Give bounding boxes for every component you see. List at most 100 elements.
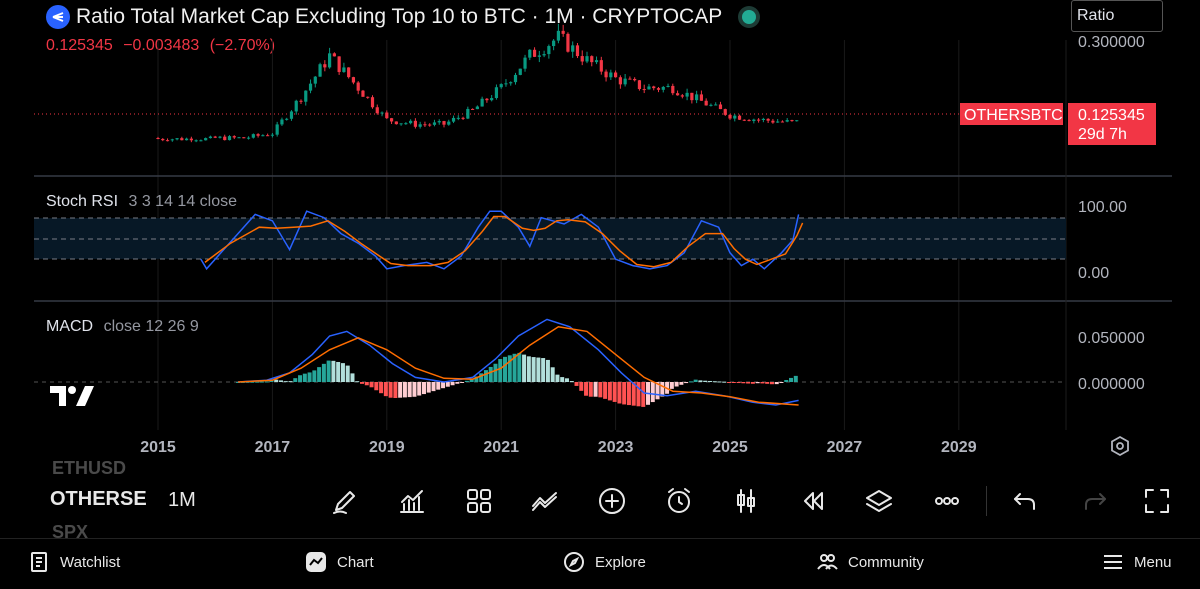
compare-icon[interactable] (528, 484, 562, 518)
candle-type-icon[interactable] (729, 484, 763, 518)
candle-body (437, 121, 441, 123)
candle-body (604, 71, 608, 78)
macd-histogram-bar (607, 382, 612, 401)
macd-histogram-bar (312, 370, 317, 382)
symbol-title[interactable]: Ratio Total Market Cap Excluding Top 10 … (76, 5, 723, 28)
alert-clock-icon[interactable] (662, 484, 696, 518)
last-price: 0.125345 (46, 37, 113, 54)
macd-histogram-bar (684, 382, 689, 384)
nav-community-label: Community (848, 553, 924, 571)
macd-histogram-bar (750, 382, 755, 384)
candle-body (471, 108, 475, 110)
macd-histogram-bar (631, 382, 636, 406)
candle-body (213, 136, 217, 138)
macd-histogram-bar (545, 359, 550, 382)
nav-menu[interactable]: Menu (1102, 551, 1172, 573)
more-icon[interactable] (930, 484, 964, 518)
candle-body (742, 119, 746, 121)
symbol-next[interactable]: SPX (52, 522, 89, 542)
time-axis-label: 2017 (255, 439, 291, 456)
candle-body (728, 114, 732, 119)
price-axis-top-label: 0.300000 (1078, 34, 1145, 51)
candle-body (266, 135, 270, 137)
candle-body (614, 72, 618, 78)
time-axis-label: 2015 (140, 439, 176, 456)
candle-body (299, 100, 303, 102)
macd-histogram-bar (717, 381, 722, 383)
candle-body (323, 64, 327, 68)
candle-body (695, 94, 699, 101)
macd-histogram-bar (560, 377, 565, 382)
layout-grid-icon[interactable] (462, 484, 496, 518)
candle-body (675, 93, 680, 96)
candle-body (680, 95, 684, 97)
macd-histogram-bar (722, 381, 727, 383)
macd-histogram-bar (712, 381, 717, 383)
macd-histogram-bar (360, 382, 365, 384)
macd-histogram-bar (774, 382, 779, 385)
macd-histogram-bar (526, 356, 531, 382)
nav-watchlist[interactable]: Watchlist (28, 551, 120, 573)
market-status-icon[interactable] (742, 10, 757, 24)
interval-button[interactable]: 1M (168, 489, 196, 511)
candle-body (504, 83, 508, 85)
candle-body (585, 56, 589, 62)
drawing-tool-icon[interactable] (328, 484, 362, 518)
undo-icon[interactable] (1008, 484, 1042, 518)
change-value: −0.003483 (123, 37, 200, 54)
macd-histogram-bar (383, 382, 388, 397)
macd-histogram-bar (469, 379, 474, 382)
macd-histogram-bar (746, 382, 751, 384)
candle-body (547, 46, 551, 55)
candle-body (270, 134, 274, 136)
nav-community[interactable]: Community (816, 551, 924, 573)
macd-histogram-bar (474, 376, 479, 382)
candle-body (251, 134, 255, 138)
candle-body (256, 134, 260, 136)
candle-body (552, 40, 556, 47)
time-axis-label: 2023 (598, 439, 634, 456)
layers-icon[interactable] (862, 484, 896, 518)
macd-histogram-bar (603, 382, 608, 399)
nav-explore[interactable]: Explore (563, 551, 646, 573)
candle-body (394, 121, 398, 125)
redo-icon[interactable] (1078, 484, 1112, 518)
indicators-icon[interactable] (395, 484, 429, 518)
fullscreen-icon[interactable] (1140, 484, 1174, 518)
candles (156, 23, 799, 143)
macd-histogram-bar (507, 355, 512, 382)
candle-body (223, 136, 227, 141)
chart-canvas[interactable]: 0.300000 OTHERSBTC 0.125345 29d 7h Stoch… (0, 0, 1200, 460)
macd-histogram-bar (641, 382, 646, 407)
ratio-button[interactable]: Ratio (1071, 0, 1163, 32)
candle-body (594, 60, 599, 63)
macd-histogram-bar (431, 382, 436, 392)
candle-body (523, 57, 527, 69)
candle-body (633, 78, 637, 81)
macd-histogram-bar (255, 381, 260, 383)
candle-body (556, 30, 560, 41)
candle-body (580, 56, 584, 62)
macd-histogram-bar (236, 382, 241, 383)
candle-body (475, 106, 479, 110)
macd-histogram-bar (398, 382, 403, 398)
candle-body (618, 77, 622, 85)
macd-histogram-bar (483, 370, 488, 382)
macd-histogram-bar (259, 381, 264, 383)
candle-body (347, 67, 351, 78)
replay-icon[interactable] (796, 484, 830, 518)
time-axis-label: 2021 (483, 439, 519, 456)
candle-body (528, 49, 532, 58)
add-icon[interactable] (595, 484, 629, 518)
macd-histogram-bar (784, 379, 789, 382)
macd-histogram-bar (498, 359, 503, 382)
macd-histogram-bar (445, 382, 450, 387)
symbol-prev[interactable]: ETHUSD (52, 458, 127, 478)
macd-histogram-bar (564, 378, 569, 382)
candle-body (261, 135, 265, 137)
candle-body (361, 90, 365, 97)
nav-chart[interactable]: Chart (305, 551, 374, 573)
symbol-current[interactable]: OTHERSE (50, 488, 147, 510)
stoch-legend: Stoch RSI 3 3 14 14 close (46, 193, 237, 210)
candle-body (623, 78, 627, 85)
